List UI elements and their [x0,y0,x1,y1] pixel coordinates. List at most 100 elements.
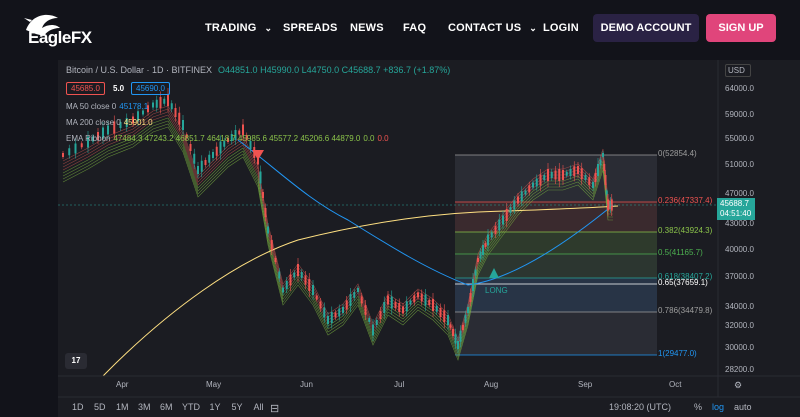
y-tick-label: 59000.0 [725,110,754,119]
nav-login[interactable]: LOGIN [543,22,579,34]
ma200-label: MA 200 close 0 [66,118,121,127]
candle-body [394,302,397,308]
eagle-logo-icon[interactable] [22,10,112,52]
percent-toggle[interactable]: % [694,402,703,412]
nav-login-label: LOGIN [543,22,579,34]
log-toggle[interactable]: log [712,402,725,412]
candle-body [304,275,307,285]
candle-body [602,153,604,157]
bid-badge[interactable]: 45685.0 [66,82,105,95]
candle-body [293,272,296,278]
candle-body [577,166,579,174]
candle-body [482,245,484,255]
candle-body [80,143,83,148]
y-tick-label: 64000.0 [725,84,754,93]
candle-body [132,116,134,124]
ma200-line [102,205,619,377]
fib-level-label: 0.65(37659.1) [658,278,708,287]
x-tick-label: Oct [669,380,682,389]
y-tick-label: 47000.0 [725,189,754,198]
nav-faq[interactable]: FAQ [403,22,426,34]
candle-body [379,311,382,319]
settings-gear-icon[interactable]: ⚙ [734,380,743,390]
ask-badge[interactable]: 45690.0 [131,82,170,95]
candle-body [230,134,233,141]
demo-account-button[interactable]: DEMO ACCOUNT [593,14,699,42]
ema-ribbon-line [62,123,613,358]
candle-body [505,209,508,221]
candle-body [484,243,487,247]
y-tick-label: 32000.0 [725,321,754,330]
bar-countdown: 04:51:40 [720,209,752,218]
ma50-value: 45178.1 [119,102,149,111]
candle-body [452,329,454,336]
x-tick-label: May [206,380,222,389]
candle-body [357,288,359,292]
timeframe-button[interactable]: 1Y [209,402,221,412]
spread-value: 5.0 [113,84,125,93]
tradingview-logo-icon[interactable]: 17 [65,353,87,369]
ema-extra-2: 0.0 [377,134,389,143]
ema-extra-1: 0.0 [363,134,375,143]
candle-body [599,159,602,166]
candle-body [262,192,264,198]
candle-body [267,226,269,234]
timeframe-button[interactable]: 3M [138,402,151,412]
candle-body [147,105,149,113]
timeframe-button[interactable]: 1M [116,402,129,412]
fib-level-label: 0.5(41165.7) [658,248,703,257]
candle-body [159,97,162,108]
x-tick-label: Jul [394,380,405,389]
nav-spreads[interactable]: SPREADS [283,22,338,34]
timeframe-button[interactable]: 5Y [231,402,243,412]
timeframe-button[interactable]: YTD [182,402,200,412]
brand-name[interactable]: EagleFX [28,28,92,47]
candle-body [439,308,442,317]
ema-ribbon-legend[interactable]: EMA Ribbon 47484.3 47243.2 46851.7 46418.… [66,134,389,143]
candle-body [238,130,241,135]
candle-body [479,251,482,259]
candle-body [554,170,557,180]
timeframe-button[interactable]: All [253,402,264,412]
price-chart-canvas[interactable] [58,60,800,417]
nav-contact[interactable]: CONTACT US ⌄ [448,22,537,34]
nav-trading-label: TRADING [205,22,257,34]
candle-body [608,202,611,208]
candle-body [604,175,607,185]
auto-toggle[interactable]: auto [734,402,752,412]
tradingview-chart[interactable]: Bitcoin / U.S. Dollar · 1D · BITFINEX O44… [58,60,800,417]
nav-trading[interactable]: TRADING ⌄ [205,22,272,34]
symbol-label[interactable]: Bitcoin / U.S. Dollar · 1D · BITFINEX [66,65,213,75]
candle-body [182,120,184,130]
candle-body [315,295,318,300]
candle-body [588,177,591,186]
y-tick-label: 34000.0 [725,302,754,311]
timeframe-button[interactable]: 1D [72,402,84,412]
ma50-legend[interactable]: MA 50 close 0 45178.1 [66,102,148,111]
timeframe-button[interactable]: 6M [160,402,173,412]
candle-body [345,300,348,310]
date-range-icon[interactable]: ⊟ [270,403,280,415]
candle-body [592,182,594,188]
currency-selector[interactable]: USD [725,64,751,77]
clock-time[interactable]: 19:08:20 (UTC) [609,402,672,412]
signup-button[interactable]: SIGN UP [706,14,776,42]
candle-body [469,293,472,302]
candle-body [584,175,587,180]
candle-body [152,102,154,108]
ma200-legend[interactable]: MA 200 close 0 45901.0 [66,118,153,127]
ema-label: EMA Ribbon [66,134,111,143]
candle-body [234,130,237,140]
nav-news[interactable]: NEWS [350,22,384,34]
candle-body [189,144,192,151]
candle-body [603,164,606,171]
timeframe-button[interactable]: 5D [94,402,106,412]
candle-body [474,269,477,276]
candle-body [338,308,341,317]
y-tick-label: 37000.0 [725,272,754,281]
fib-zone-blue [455,278,657,312]
candle-body [212,152,214,158]
candle-body [312,285,314,295]
candle-body [300,272,303,278]
candle-body [334,312,337,318]
